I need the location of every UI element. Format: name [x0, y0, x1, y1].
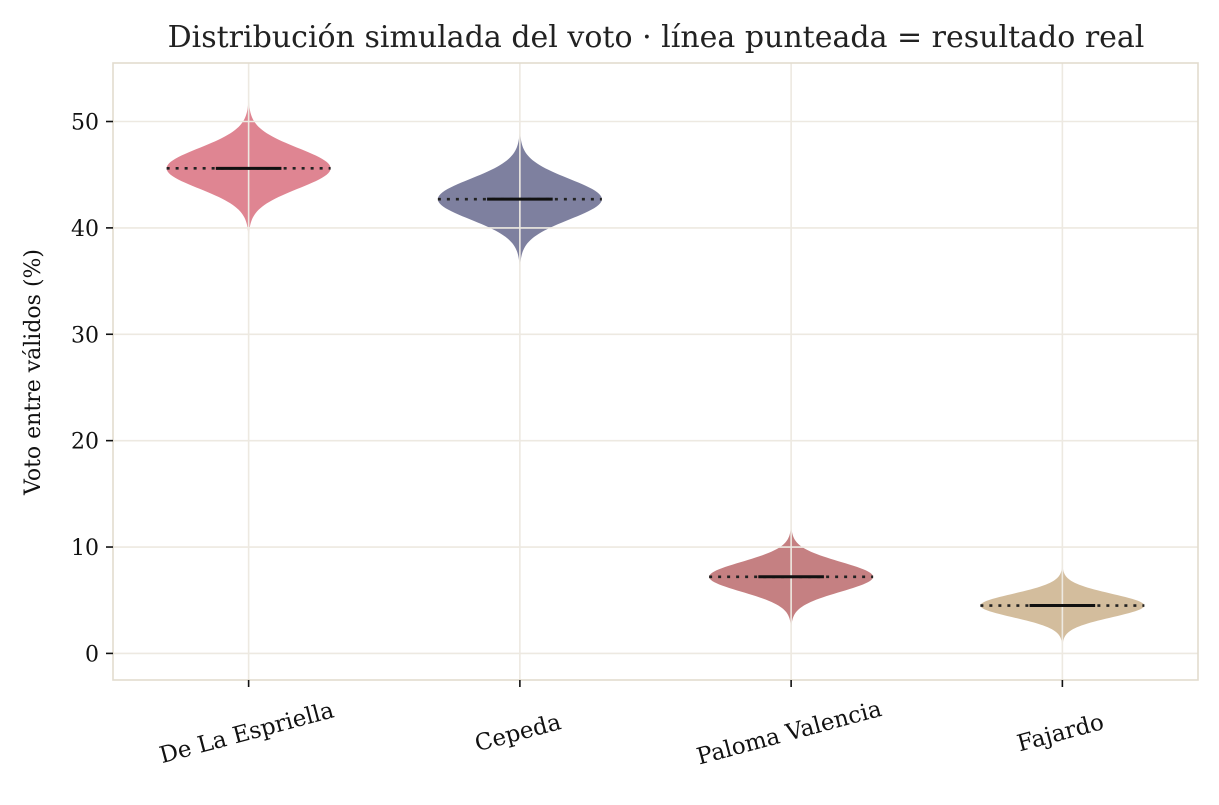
result-lines — [166, 166, 1145, 608]
y-tick-label-4: 40 — [71, 217, 99, 242]
plot-frame — [112, 62, 1199, 681]
x-tick-label-1: Cepeda — [472, 709, 564, 757]
violins — [166, 94, 1145, 649]
y-axis-label: Voto entre válidos (%) — [21, 249, 46, 496]
y-tick-label-3: 30 — [71, 323, 99, 348]
y-tick-label-1: 10 — [71, 536, 99, 561]
y-tick-label-5: 50 — [71, 111, 99, 136]
y-tick-label-0: 0 — [85, 642, 99, 667]
y-tick-label-2: 20 — [71, 430, 99, 455]
x-tick-label-3: Fajardo — [1014, 709, 1106, 757]
x-tick-label-2: Paloma Valencia — [694, 696, 885, 770]
x-tick-label-0: De La Espriella — [157, 697, 337, 769]
chart-title: Distribución simulada del voto · línea p… — [168, 20, 1145, 55]
plot-area: 0 10 20 30 40 50 De La Espriella Cepeda Paloma V… — [71, 62, 1199, 770]
